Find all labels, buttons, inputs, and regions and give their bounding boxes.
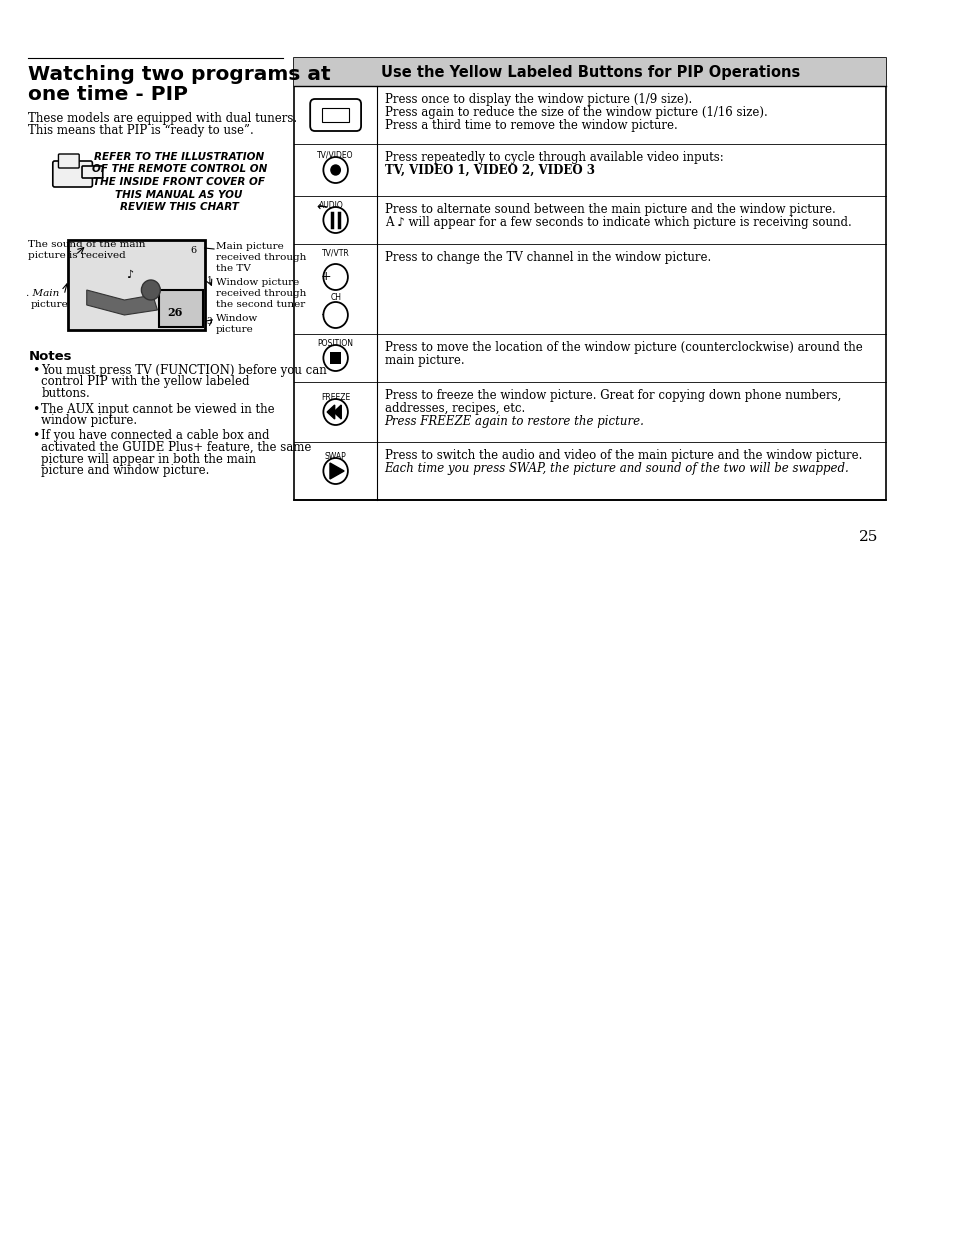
Text: ♪: ♪ — [126, 270, 132, 280]
Text: •: • — [32, 364, 39, 377]
Text: THIS MANUAL AS YOU: THIS MANUAL AS YOU — [115, 190, 243, 200]
Text: Press repeatedly to cycle through available video inputs:: Press repeatedly to cycle through availa… — [384, 150, 722, 164]
Text: SWAP: SWAP — [324, 453, 346, 461]
Polygon shape — [327, 404, 335, 419]
Text: picture: picture — [30, 300, 68, 309]
Text: FREEZE: FREEZE — [320, 393, 350, 402]
Text: Press to freeze the window picture. Great for copying down phone numbers,: Press to freeze the window picture. Grea… — [384, 388, 841, 402]
Text: These models are equipped with dual tuners.: These models are equipped with dual tune… — [29, 112, 297, 125]
Text: Press to switch the audio and video of the main picture and the window picture.: Press to switch the audio and video of t… — [384, 449, 862, 462]
Text: picture: picture — [215, 326, 253, 334]
Text: POSITION: POSITION — [317, 339, 354, 348]
Text: TV/VIDEO: TV/VIDEO — [317, 150, 354, 160]
Text: You must press TV (FUNCTION) before you can: You must press TV (FUNCTION) before you … — [41, 364, 327, 377]
Text: Press to move the location of the window picture (counterclockwise) around the: Press to move the location of the window… — [384, 342, 862, 354]
FancyBboxPatch shape — [330, 351, 341, 364]
Text: 26: 26 — [167, 307, 182, 318]
Text: Press a third time to remove the window picture.: Press a third time to remove the window … — [384, 120, 677, 132]
Circle shape — [323, 207, 348, 233]
Text: control PIP with the yellow labeled: control PIP with the yellow labeled — [41, 376, 250, 388]
Text: Window: Window — [215, 314, 258, 323]
Text: −: − — [320, 308, 331, 322]
Text: If you have connected a cable box and: If you have connected a cable box and — [41, 429, 270, 443]
Polygon shape — [87, 290, 157, 314]
Text: main picture.: main picture. — [384, 354, 464, 367]
Text: Press once to display the window picture (1/9 size).: Press once to display the window picture… — [384, 92, 691, 106]
Text: The sound of the main: The sound of the main — [29, 240, 146, 249]
Circle shape — [323, 302, 348, 328]
Circle shape — [141, 280, 160, 300]
FancyBboxPatch shape — [159, 290, 202, 327]
Polygon shape — [334, 404, 341, 419]
FancyBboxPatch shape — [322, 109, 349, 122]
Circle shape — [323, 157, 348, 182]
Text: Use the Yellow Labeled Buttons for PIP Operations: Use the Yellow Labeled Buttons for PIP O… — [380, 64, 799, 79]
Text: TV/VTR: TV/VTR — [321, 248, 349, 256]
Text: received through: received through — [215, 289, 306, 298]
Text: Watching two programs at: Watching two programs at — [29, 65, 331, 84]
Text: received through: received through — [215, 253, 306, 261]
Circle shape — [323, 399, 348, 425]
Text: ←: ← — [316, 201, 327, 215]
Text: picture and window picture.: picture and window picture. — [41, 464, 210, 477]
Text: •: • — [32, 402, 39, 416]
Text: picture is received: picture is received — [29, 252, 126, 260]
Polygon shape — [330, 464, 344, 478]
Text: OF THE REMOTE CONTROL ON: OF THE REMOTE CONTROL ON — [91, 164, 267, 175]
Text: CH: CH — [330, 293, 341, 302]
Text: picture will appear in both the main: picture will appear in both the main — [41, 453, 256, 466]
Circle shape — [331, 165, 340, 175]
Text: Main picture: Main picture — [215, 242, 283, 252]
Text: Press to change the TV channel in the window picture.: Press to change the TV channel in the wi… — [384, 252, 710, 264]
Text: Press to alternate sound between the main picture and the window picture.: Press to alternate sound between the mai… — [384, 203, 835, 216]
Text: Notes: Notes — [29, 350, 71, 363]
Text: window picture.: window picture. — [41, 414, 137, 427]
FancyBboxPatch shape — [294, 58, 885, 501]
Text: THE INSIDE FRONT COVER OF: THE INSIDE FRONT COVER OF — [93, 178, 265, 187]
Circle shape — [323, 457, 348, 485]
Text: buttons.: buttons. — [41, 387, 91, 399]
FancyBboxPatch shape — [82, 166, 103, 178]
Text: Each time you press SWAP, the picture and sound of the two will be swapped.: Each time you press SWAP, the picture an… — [384, 462, 848, 475]
FancyBboxPatch shape — [68, 240, 204, 330]
Text: A ♪ will appear for a few seconds to indicate which picture is receiving sound.: A ♪ will appear for a few seconds to ind… — [384, 216, 850, 229]
FancyBboxPatch shape — [310, 99, 360, 131]
Text: addresses, recipes, etc.: addresses, recipes, etc. — [384, 402, 524, 416]
Text: 3: 3 — [206, 318, 212, 327]
Circle shape — [323, 345, 348, 371]
Text: Window picture: Window picture — [215, 277, 299, 287]
Text: the second tuner: the second tuner — [215, 300, 305, 309]
Text: . Main: . Main — [27, 289, 60, 298]
Text: REVIEW THIS CHART: REVIEW THIS CHART — [119, 202, 238, 212]
Text: +: + — [320, 270, 331, 284]
FancyBboxPatch shape — [58, 154, 79, 168]
Text: REFER TO THE ILLUSTRATION: REFER TO THE ILLUSTRATION — [94, 152, 264, 162]
Text: The AUX input cannot be viewed in the: The AUX input cannot be viewed in the — [41, 402, 274, 416]
Circle shape — [323, 264, 348, 290]
Text: Press FREEZE again to restore the picture.: Press FREEZE again to restore the pictur… — [384, 416, 644, 428]
FancyBboxPatch shape — [52, 162, 92, 187]
Text: the TV: the TV — [215, 264, 251, 272]
Text: 6: 6 — [190, 247, 196, 255]
Text: one time - PIP: one time - PIP — [29, 85, 188, 104]
Text: 25: 25 — [859, 530, 878, 544]
Text: Press again to reduce the size of the window picture (1/16 size).: Press again to reduce the size of the wi… — [384, 106, 766, 120]
Text: AUDIO: AUDIO — [318, 201, 343, 210]
Text: 1: 1 — [206, 276, 212, 285]
FancyBboxPatch shape — [294, 58, 885, 86]
Text: TV, VIDEO 1, VIDEO 2, VIDEO 3: TV, VIDEO 1, VIDEO 2, VIDEO 3 — [384, 164, 594, 178]
Text: •: • — [32, 429, 39, 443]
Text: activated the GUIDE Plus+ feature, the same: activated the GUIDE Plus+ feature, the s… — [41, 441, 312, 454]
Text: This means that PIP is “ready to use”.: This means that PIP is “ready to use”. — [29, 125, 253, 137]
